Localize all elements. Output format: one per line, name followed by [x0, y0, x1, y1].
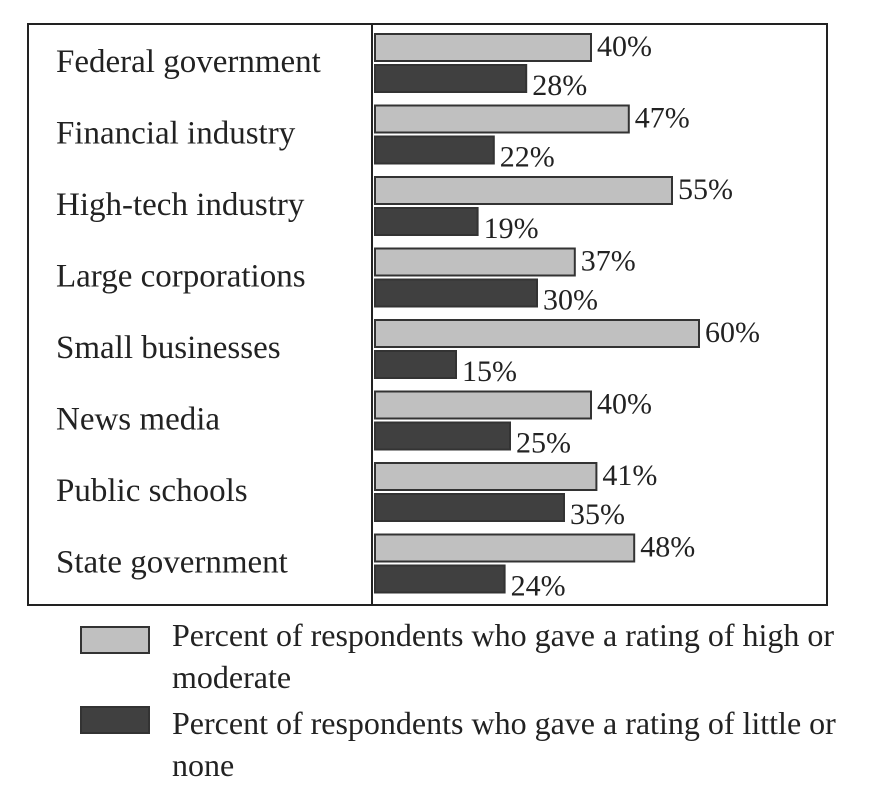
category-label-financial-industry: Financial industry	[56, 116, 296, 152]
category-label-large-corporations: Large corporations	[56, 259, 306, 295]
bar-high-moderate-public-schools	[374, 462, 598, 491]
bar-little-none-state-government	[374, 564, 506, 594]
value-label-little-none-state-government: 24%	[511, 570, 566, 603]
value-label-little-none-small-businesses: 15%	[462, 355, 517, 388]
bar-high-moderate-high-tech-industry	[374, 176, 673, 205]
legend-label-high-moderate: Percent of respondents who gave a rating…	[172, 617, 835, 695]
value-label-little-none-financial-industry: 22%	[500, 141, 555, 174]
legend: Percent of respondents who gave a rating…	[80, 617, 860, 794]
value-label-high-moderate-high-tech-industry: 55%	[678, 173, 733, 206]
value-label-high-moderate-state-government: 48%	[640, 531, 695, 564]
value-label-little-none-federal-government: 28%	[532, 69, 587, 102]
bar-high-moderate-news-media	[374, 390, 592, 420]
bar-little-none-financial-industry	[374, 135, 495, 165]
value-label-high-moderate-federal-government: 40%	[597, 30, 652, 63]
bar-high-moderate-small-businesses	[374, 319, 700, 348]
bar-little-none-high-tech-industry	[374, 207, 479, 236]
legend-label-little-none: Percent of respondents who gave a rating…	[172, 705, 836, 783]
category-label-state-government: State government	[56, 545, 288, 581]
category-label-high-tech-industry: High-tech industry	[56, 187, 305, 223]
value-label-little-none-large-corporations: 30%	[543, 284, 598, 317]
legend-swatch-light	[80, 626, 150, 654]
category-label-federal-government: Federal government	[56, 44, 321, 80]
value-label-high-moderate-news-media: 40%	[597, 388, 652, 421]
value-label-high-moderate-large-corporations: 37%	[581, 245, 636, 278]
legend-item-little-none: Percent of respondents who gave a rating…	[80, 705, 860, 794]
category-label-small-businesses: Small businesses	[56, 330, 281, 366]
bar-little-none-small-businesses	[374, 350, 457, 379]
bar-little-none-large-corporations	[374, 278, 538, 308]
bar-high-moderate-large-corporations	[374, 247, 576, 277]
bar-little-none-federal-government	[374, 64, 528, 93]
bar-little-none-news-media	[374, 421, 511, 451]
category-label-public-schools: Public schools	[56, 473, 248, 509]
category-label-news-media: News media	[56, 402, 220, 438]
value-label-little-none-high-tech-industry: 19%	[484, 212, 539, 245]
bar-high-moderate-financial-industry	[374, 104, 630, 134]
value-label-high-moderate-public-schools: 41%	[602, 459, 657, 492]
value-label-high-moderate-financial-industry: 47%	[635, 102, 690, 135]
value-label-high-moderate-small-businesses: 60%	[705, 316, 760, 349]
bar-little-none-public-schools	[374, 493, 565, 522]
legend-item-high-moderate: Percent of respondents who gave a rating…	[80, 617, 860, 706]
value-label-little-none-public-schools: 35%	[570, 498, 625, 531]
legend-swatch-dark	[80, 706, 150, 734]
chart-frame	[27, 23, 828, 606]
bar-high-moderate-state-government	[374, 533, 636, 563]
value-label-little-none-news-media: 25%	[516, 427, 571, 460]
bar-high-moderate-federal-government	[374, 33, 592, 62]
bar-chart: Federal government Financial industry High…	[27, 23, 828, 606]
